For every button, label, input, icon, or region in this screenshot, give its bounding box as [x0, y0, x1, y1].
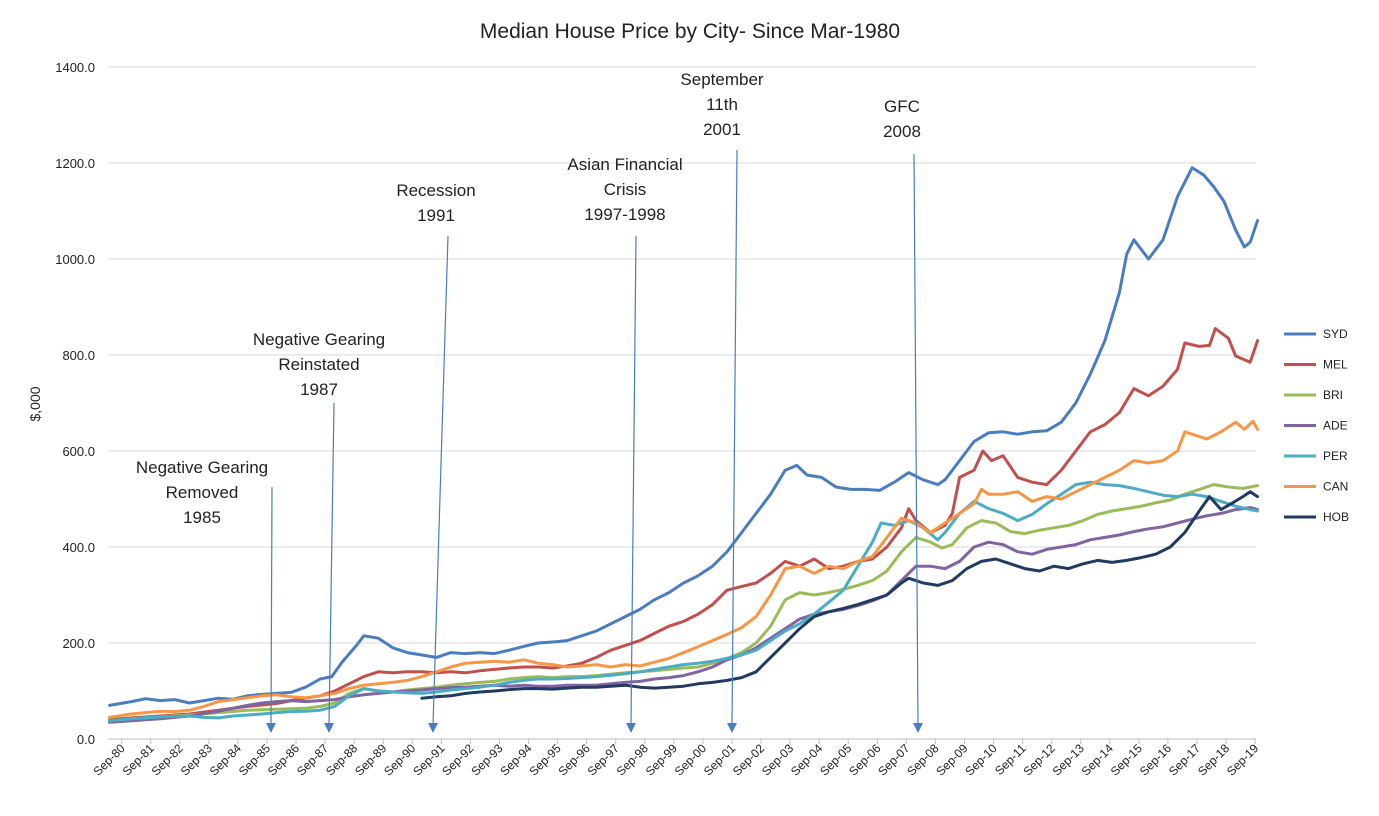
- y-tick-label: 1200.0: [55, 156, 95, 171]
- legend-label-ade: ADE: [1323, 419, 1348, 433]
- annotation-arrowhead: [913, 723, 923, 733]
- y-tick-label: 1400.0: [55, 60, 95, 75]
- annotation-text: 1997-1998: [584, 205, 665, 224]
- series-line-mel: [108, 327, 1259, 722]
- annotation-5: GFC 2008: [883, 97, 923, 733]
- legend-label-mel: MEL: [1323, 358, 1348, 372]
- annotation-arrowhead: [727, 723, 737, 733]
- legend-label-bri: BRI: [1323, 388, 1343, 402]
- series-line-per: [108, 480, 1259, 723]
- annotation-arrow-line: [432, 235, 449, 726]
- annotation-text: 2008: [883, 122, 921, 141]
- annotation-arrowhead: [266, 723, 276, 733]
- y-tick-label: 1000.0: [55, 252, 95, 267]
- annotation-text: September: [680, 70, 763, 89]
- annotation-text: GFC: [884, 97, 920, 116]
- series-line-can: [108, 419, 1259, 719]
- annotation-text: 1991: [417, 206, 455, 225]
- chart-title: Median House Price by City- Since Mar-19…: [480, 20, 900, 43]
- legend: SYD MEL BRI ADE PER CAN HOB: [1284, 327, 1349, 524]
- annotation-text: 2001: [703, 120, 741, 139]
- annotation-arrow-line: [630, 235, 637, 726]
- annotation-3: Asian Financial Crisis 1997-1998: [567, 155, 683, 733]
- series-lines: [108, 166, 1259, 724]
- annotation-text: Removed: [166, 483, 239, 502]
- annotation-1: Negative Gearing Reinstated 1987: [253, 330, 385, 733]
- annotation-arrow-line: [328, 402, 335, 726]
- annotation-0: Negative Gearing Removed 1985: [136, 458, 276, 733]
- annotation-arrow-line: [270, 486, 273, 726]
- gridlines: [108, 66, 1256, 644]
- series-line-hob: [420, 490, 1259, 700]
- annotation-arrow-line: [913, 153, 919, 726]
- y-tick-label: 800.0: [62, 348, 95, 363]
- legend-label-syd: SYD: [1323, 327, 1348, 341]
- legend-label-can: CAN: [1323, 480, 1348, 494]
- annotation-2: Recession 1991: [396, 181, 476, 733]
- y-tick-label: 0.0: [77, 732, 95, 747]
- legend-label-hob: HOB: [1323, 510, 1349, 524]
- annotation-text: Recession: [396, 181, 475, 200]
- annotation-text: Negative Gearing: [253, 330, 385, 349]
- y-tick-label: 600.0: [62, 444, 95, 459]
- annotation-arrowhead: [428, 723, 438, 733]
- annotation-text: 1987: [300, 380, 338, 399]
- annotation-text: 11th: [706, 95, 738, 114]
- annotation-4: September 11th 2001: [680, 70, 764, 733]
- annotation-arrowhead: [626, 723, 636, 733]
- series-line-ade: [108, 506, 1259, 724]
- annotation-arrowhead: [324, 723, 334, 733]
- annotation-text: Negative Gearing: [136, 458, 268, 477]
- annotation-text: Asian Financial: [567, 155, 682, 174]
- legend-label-per: PER: [1323, 449, 1348, 463]
- y-axis-label: $,000: [27, 386, 43, 421]
- y-tick-label: 200.0: [62, 636, 95, 651]
- annotation-text: 1985: [183, 508, 221, 527]
- series-line-syd: [108, 166, 1259, 707]
- annotation-arrow-line: [731, 149, 738, 726]
- y-tick-label: 400.0: [62, 540, 95, 555]
- annotation-text: Reinstated: [278, 355, 359, 374]
- annotation-text: Crisis: [604, 180, 647, 199]
